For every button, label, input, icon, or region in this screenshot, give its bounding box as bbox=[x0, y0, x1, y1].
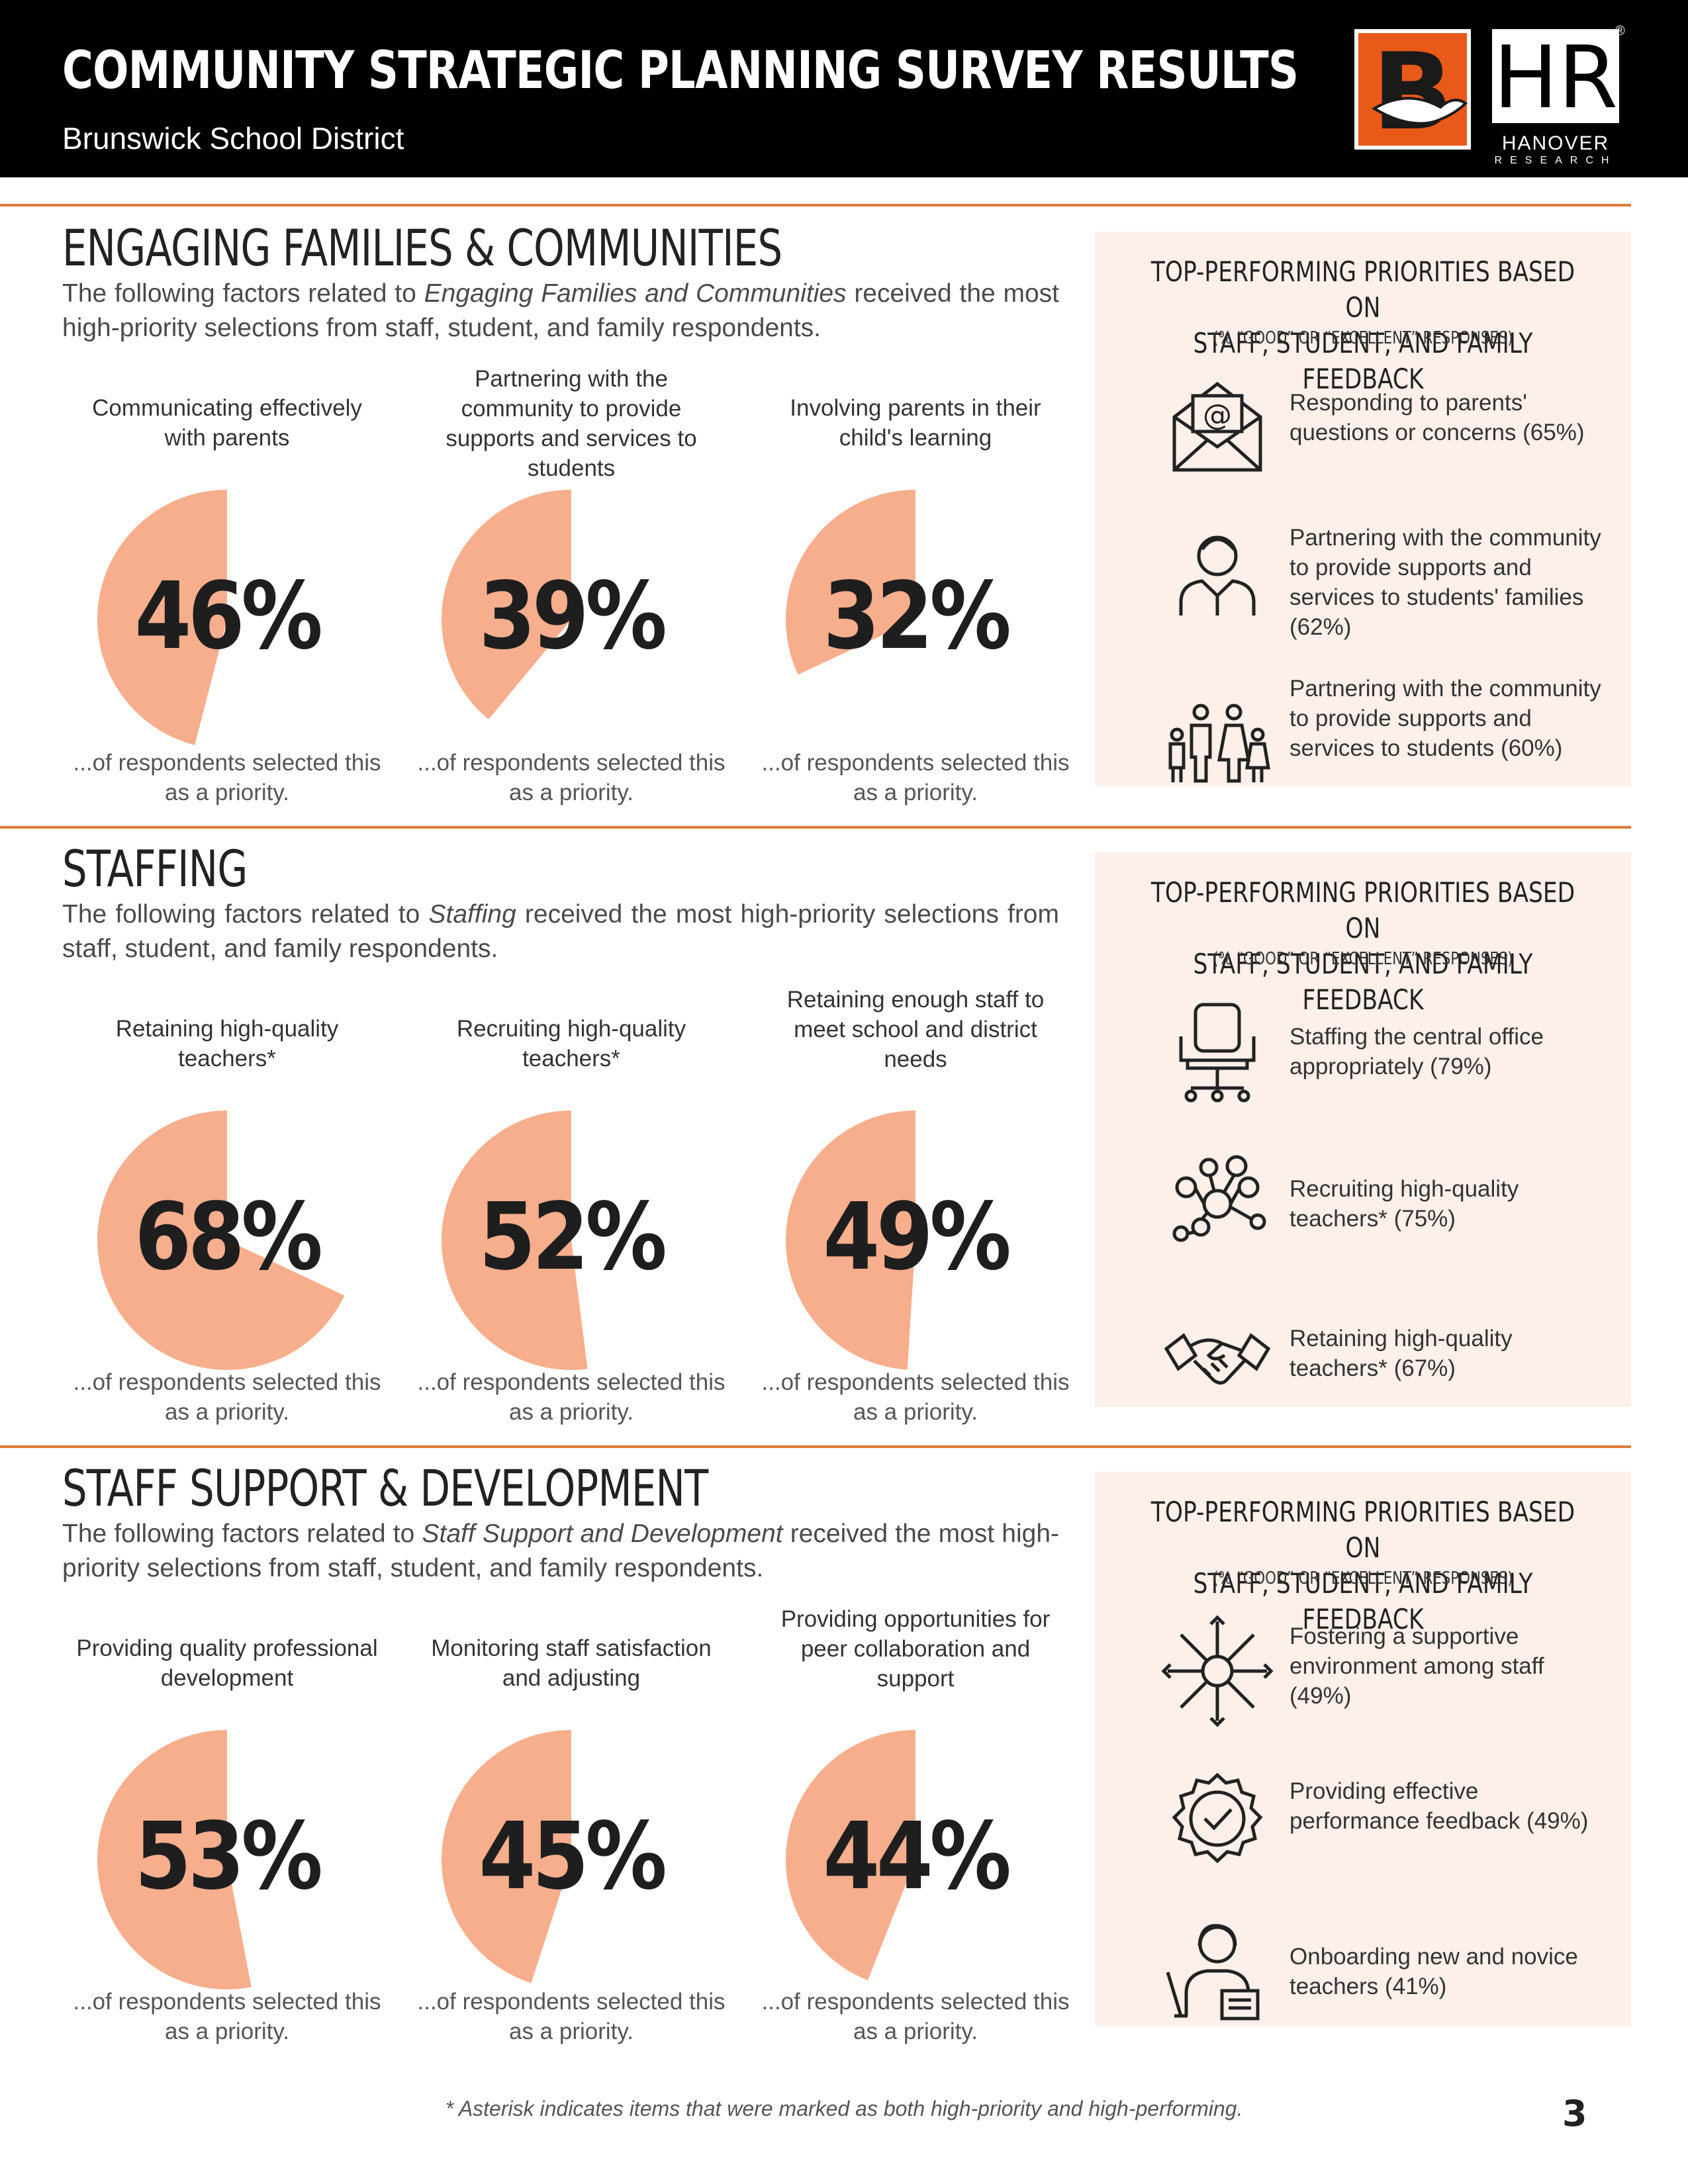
brunswick-logo: B bbox=[1354, 29, 1471, 150]
svg-text:HR: HR bbox=[1493, 27, 1618, 126]
percent-value: 46% bbox=[134, 563, 322, 670]
factor-caption: ...of respondents selected this as a pri… bbox=[761, 750, 1070, 805]
office-chair-icon bbox=[1179, 1003, 1256, 1103]
factor-caption: ...of respondents selected this as a pri… bbox=[417, 1989, 726, 2044]
percent-value: 45% bbox=[479, 1803, 667, 1911]
factor-caption: ...of respondents selected this as a pri… bbox=[761, 1369, 1070, 1425]
handshake-icon bbox=[1164, 1333, 1271, 1385]
percent-value: 44% bbox=[823, 1803, 1011, 1911]
panel-subtitle: (% “GOOD” OR “EXCELLENT” RESPONSES) bbox=[1213, 328, 1513, 348]
pie-slice bbox=[786, 1111, 915, 1370]
percent-value: 49% bbox=[823, 1183, 1011, 1291]
priority-item-text: Recruiting high-quality teachers* (75%) bbox=[1289, 1176, 1519, 1232]
section-divider bbox=[0, 826, 1631, 829]
priority-item-text: Responding to parents' questions or conc… bbox=[1289, 390, 1585, 445]
percent-value: 32% bbox=[823, 563, 1011, 670]
pie-chart bbox=[97, 1730, 252, 1989]
section-title: ENGAGING FAMILIES & COMMUNITIES bbox=[62, 218, 782, 277]
pie-chart bbox=[441, 1730, 571, 1983]
section-description: The following factors related to Engagin… bbox=[62, 279, 1059, 342]
pie-chart bbox=[785, 490, 915, 675]
pie-slice bbox=[441, 1730, 571, 1983]
page-title: COMMUNITY STRATEGIC PLANNING SURVEY RESU… bbox=[62, 41, 1299, 101]
pie-chart bbox=[97, 490, 227, 745]
pie-chart bbox=[97, 1111, 345, 1370]
hanover-research-logo: HR HANOVER RESEARCH bbox=[1489, 26, 1622, 167]
priority-item-text: Retaining high-quality teachers* (67%) bbox=[1289, 1326, 1513, 1381]
email-envelope-icon: @ bbox=[1172, 381, 1262, 472]
top-performing-panel: TOP-PERFORMING PRIORITIES BASED ON STAFF,… bbox=[1095, 852, 1631, 1407]
registered-mark: ® bbox=[1615, 24, 1625, 38]
pie-slice bbox=[97, 1730, 252, 1989]
pie-slice bbox=[441, 490, 571, 720]
panel-title: TOP-PERFORMING PRIORITIES BASED ON STAFF,… bbox=[1150, 1496, 1575, 1635]
section-title: STAFF SUPPORT & DEVELOPMENT bbox=[62, 1459, 708, 1518]
panel-title: TOP-PERFORMING PRIORITIES BASED ON STAFF,… bbox=[1150, 876, 1575, 1016]
percent-value: 52% bbox=[479, 1183, 667, 1291]
hr-mark-icon: HR bbox=[1492, 27, 1619, 128]
top-performing-panel: TOP-PERFORMING PRIORITIES BASED ON STAFF,… bbox=[1095, 232, 1631, 786]
person-icon bbox=[1179, 535, 1256, 615]
svg-text:B: B bbox=[1372, 30, 1453, 150]
factor-label: Providing opportunities for peer collabo… bbox=[780, 1606, 1051, 1692]
panel-subtitle: (% “GOOD” OR “EXCELLENT” RESPONSES) bbox=[1213, 1569, 1513, 1588]
priority-item-text: Staffing the central office appropriatel… bbox=[1289, 1024, 1544, 1079]
priority-item-text: Onboarding new and novice teachers (41%) bbox=[1289, 1944, 1578, 1999]
factor-label: Partnering with the community to provide… bbox=[445, 366, 697, 481]
section-description: The following factors related to Staff S… bbox=[62, 1520, 1060, 1582]
percent-value: 53% bbox=[134, 1803, 322, 1911]
pie-chart bbox=[786, 1111, 915, 1370]
factor-label: Retaining enough staff to meet school an… bbox=[786, 987, 1045, 1072]
badge-check-icon bbox=[1172, 1772, 1263, 1864]
factor-caption: ...of respondents selected this as a pri… bbox=[761, 1989, 1070, 2044]
pie-slice bbox=[785, 490, 915, 675]
priority-item-text: Partnering with the community to provide… bbox=[1289, 676, 1601, 761]
hr-name: HANOVER bbox=[1501, 132, 1610, 154]
section-description: The following factors related to Staffin… bbox=[62, 900, 1059, 963]
priority-item-text: Providing effective performance feedback… bbox=[1289, 1778, 1589, 1834]
page-subtitle: Brunswick School District bbox=[62, 121, 404, 156]
section-title: STAFFING bbox=[62, 839, 248, 898]
teacher-icon bbox=[1166, 1924, 1260, 2021]
factor-label: Communicating effectively with parents bbox=[92, 395, 362, 451]
factor-label: Retaining high-quality teachers* bbox=[115, 1016, 339, 1071]
factor-caption: ...of respondents selected this as a pri… bbox=[417, 750, 726, 805]
family-icon bbox=[1168, 704, 1270, 783]
panel-title: TOP-PERFORMING PRIORITIES BASED ON STAFF,… bbox=[1150, 255, 1575, 395]
section-divider bbox=[0, 204, 1631, 206]
pie-slice bbox=[97, 1111, 345, 1370]
factor-label: Monitoring staff satisfaction and adjust… bbox=[431, 1635, 712, 1691]
section-divider bbox=[0, 1445, 1631, 1448]
factor-caption: ...of respondents selected this as a pri… bbox=[73, 750, 381, 805]
factor-label: Providing quality professional developme… bbox=[76, 1635, 378, 1691]
priority-item-text: Fostering a supportive environment among… bbox=[1289, 1623, 1544, 1709]
factor-label: Recruiting high-quality teachers* bbox=[456, 1016, 686, 1071]
pie-chart bbox=[441, 1111, 588, 1370]
svg-text:@: @ bbox=[1203, 398, 1232, 432]
network-people-icon bbox=[1172, 1155, 1266, 1242]
hands-circle-icon bbox=[1161, 1615, 1274, 1727]
pie-slice bbox=[97, 490, 227, 745]
hr-research: RESEARCH bbox=[1494, 155, 1617, 166]
factor-label: Involving parents in their child's learn… bbox=[790, 395, 1041, 451]
pie-chart bbox=[441, 490, 571, 720]
pie-chart bbox=[785, 1730, 915, 1981]
page-number: 3 bbox=[1562, 2093, 1587, 2134]
footnote: * Asterisk indicates items that were mar… bbox=[445, 2097, 1243, 2120]
panel-subtitle: (% “GOOD” OR “EXCELLENT” RESPONSES) bbox=[1213, 949, 1513, 969]
priority-item-text: Partnering with the community to provide… bbox=[1289, 525, 1601, 640]
top-performing-panel: TOP-PERFORMING PRIORITIES BASED ON STAFF,… bbox=[1095, 1472, 1631, 2026]
page-header: COMMUNITY STRATEGIC PLANNING SURVEY RESU… bbox=[0, 0, 1688, 177]
percent-value: 68% bbox=[134, 1183, 322, 1291]
percent-value: 39% bbox=[479, 563, 667, 670]
factor-caption: ...of respondents selected this as a pri… bbox=[73, 1369, 381, 1425]
pie-slice bbox=[785, 1730, 915, 1981]
factor-caption: ...of respondents selected this as a pri… bbox=[417, 1369, 726, 1425]
factor-caption: ...of respondents selected this as a pri… bbox=[73, 1989, 381, 2044]
pie-slice bbox=[441, 1111, 588, 1370]
